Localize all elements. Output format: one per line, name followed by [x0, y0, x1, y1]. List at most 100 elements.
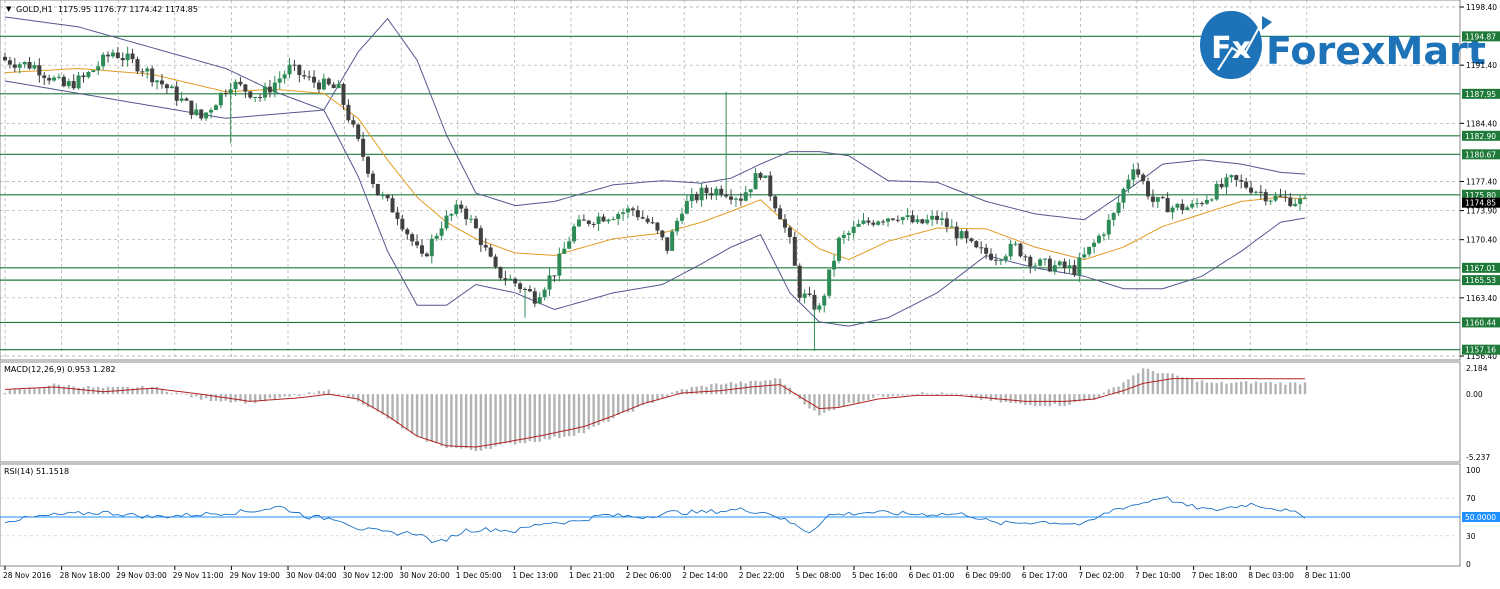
time-tick-label: 7 Dec 02:00	[1078, 571, 1124, 580]
price-panel[interactable]: Fx ForexMart GOLD,H1 1175.95 1176.77 117…	[0, 0, 1486, 462]
bearish-candle	[302, 75, 307, 77]
bullish-candle	[886, 218, 891, 222]
bullish-candle	[1126, 179, 1131, 189]
time-tick-label: 2 Dec 06:00	[626, 571, 672, 580]
macd-bar	[857, 394, 860, 403]
bullish-candle	[1003, 256, 1008, 260]
bearish-candle	[351, 120, 356, 125]
ohlc-readout: 1175.95 1176.77 1174.42 1174.85	[58, 5, 198, 14]
bearish-candle	[238, 81, 243, 85]
bullish-candle	[1303, 197, 1307, 199]
bullish-candle	[1170, 207, 1175, 213]
macd-bar	[376, 394, 380, 412]
macd-bar	[1122, 382, 1125, 395]
bullish-candle	[32, 65, 37, 69]
time-tick-label: 5 Dec 16:00	[852, 571, 898, 580]
bullish-candle	[998, 259, 1003, 261]
macd-bar	[744, 383, 747, 395]
bullish-candle	[562, 248, 567, 254]
bearish-candle	[969, 238, 974, 242]
bearish-candle	[312, 76, 317, 83]
macd-bar	[489, 394, 492, 450]
bullish-candle	[218, 92, 223, 106]
macd-bar	[1058, 394, 1061, 407]
bullish-candle	[1057, 261, 1062, 266]
bearish-candle	[405, 229, 410, 235]
bullish-candle	[125, 53, 130, 61]
bearish-candle	[503, 278, 508, 280]
macd-bar	[1205, 382, 1209, 395]
macd-bar	[204, 394, 208, 399]
bullish-candle	[959, 231, 964, 239]
macd-bar	[1078, 394, 1081, 402]
macd-panel[interactable]: MACD(12,26,9) 0.953 1.282	[0, 361, 1461, 463]
bearish-candle	[665, 237, 670, 251]
bullish-candle	[817, 305, 822, 310]
time-tick-label: 28 Nov 18:00	[60, 571, 111, 580]
bullish-candle	[444, 215, 449, 229]
rsi-tick-label: 0	[1466, 560, 1471, 569]
macd-bar	[896, 394, 900, 396]
bearish-candle	[1258, 191, 1263, 193]
macd-bar	[1210, 382, 1213, 395]
level-price-label: 1182.90	[1465, 132, 1496, 141]
bullish-candle	[454, 204, 459, 215]
macd-bar	[597, 394, 600, 426]
current-price-tag	[1462, 197, 1500, 208]
macd-bar	[146, 388, 149, 395]
rsi-title: RSI(14) 51.1518	[4, 467, 69, 476]
macd-bar	[617, 394, 620, 415]
macd-bar	[464, 394, 468, 449]
bullish-candle	[96, 66, 101, 71]
price-tick-label: 1163.40	[1466, 294, 1497, 303]
bullish-candle	[1033, 265, 1038, 267]
macd-bar	[185, 394, 188, 395]
rsi-panel[interactable]: RSI(14) 51.1518	[0, 463, 1461, 567]
macd-bar	[582, 394, 586, 434]
macd-bar	[1019, 394, 1022, 404]
level-price-label: 1157.16	[1465, 346, 1496, 355]
macd-bar	[710, 384, 713, 395]
macd-bar	[136, 387, 139, 395]
macd-bar	[626, 394, 630, 413]
collapse-arrow-icon[interactable]: ▼	[6, 5, 12, 13]
time-tick-label: 29 Nov 19:00	[229, 571, 280, 580]
bullish-candle	[263, 86, 267, 98]
bearish-candle	[415, 241, 420, 246]
macd-bar	[680, 389, 684, 395]
bullish-candle	[684, 201, 689, 214]
bullish-candle	[1268, 200, 1273, 202]
bearish-candle	[1062, 261, 1067, 268]
macd-bar	[808, 394, 811, 409]
price-tick-label: 1170.40	[1466, 236, 1497, 245]
bearish-candle	[935, 215, 940, 220]
bearish-candle	[518, 283, 523, 289]
bullish-candle	[179, 98, 184, 101]
level-price-label: 1165.53	[1465, 276, 1496, 285]
bearish-candle	[326, 78, 331, 85]
macd-bar	[1235, 382, 1238, 395]
bearish-candle	[1018, 243, 1023, 257]
macd-bar	[504, 394, 507, 444]
macd-bar	[984, 394, 988, 399]
macd-bar	[303, 394, 306, 395]
bullish-candle	[1121, 188, 1126, 203]
price-grid	[0, 0, 1460, 462]
macd-bar	[823, 394, 826, 413]
macd-bar	[386, 394, 389, 419]
macd-bar	[283, 394, 286, 397]
macd-bar	[837, 394, 841, 407]
macd-bar	[636, 394, 640, 408]
level-price-label: 1187.95	[1465, 90, 1496, 99]
macd-bar	[572, 394, 576, 436]
bullish-candle	[439, 228, 444, 236]
bearish-candle	[297, 64, 302, 76]
macd-title: MACD(12,26,9) 0.953 1.282	[4, 365, 116, 374]
bearish-candle	[267, 86, 272, 93]
bullish-candle	[616, 214, 621, 220]
macd-bar	[1259, 382, 1263, 395]
macd-bar	[52, 383, 56, 395]
bearish-candle	[1136, 169, 1141, 175]
price-tick-label: 1191.40	[1466, 61, 1497, 70]
macd-bar	[1186, 377, 1189, 395]
